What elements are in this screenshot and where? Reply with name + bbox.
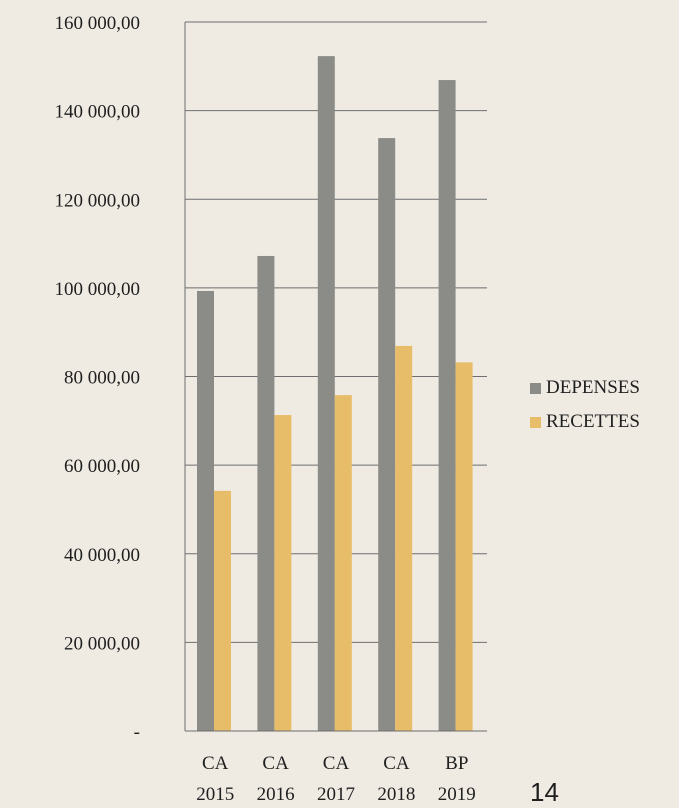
y-tick-label: 140 000,00 (55, 102, 141, 123)
bar-recettes (274, 415, 292, 731)
bar-depenses (257, 255, 275, 731)
bar-recettes (455, 362, 473, 731)
x-tick-label: CA (383, 753, 410, 774)
legend-swatch-recettes (530, 416, 541, 428)
legend-label-depenses: DEPENSES (546, 377, 640, 398)
x-tick-label: CA (262, 753, 289, 774)
y-tick-label: 20 000,00 (64, 633, 140, 654)
legend-item-depenses: DEPENSES (530, 374, 640, 402)
bar-depenses (438, 80, 456, 731)
x-tick-label: CA (323, 753, 350, 774)
legend-swatch-depenses (530, 382, 541, 394)
x-tick-label: 2019 (438, 784, 476, 804)
legend-label-recettes: RECETTES (546, 411, 640, 432)
y-tick-label: 60 000,00 (64, 456, 140, 477)
y-tick-label: 40 000,00 (64, 545, 140, 566)
x-axis: CA 2015 CA 2016 CA 2017 CA 2018 BP 2019 (185, 730, 487, 804)
y-tick-label: 80 000,00 (64, 368, 140, 389)
y-tick-label: 100 000,00 (55, 279, 141, 300)
x-tick-label: 2018 (377, 784, 415, 804)
y-axis: - 20 000,00 40 000,00 60 000,00 80 000,00 100… (55, 13, 186, 743)
x-tick-label: 2015 (196, 784, 234, 804)
bar-recettes (334, 395, 352, 731)
x-tick-label: BP (445, 753, 468, 774)
y-tick-label: 120 000,00 (55, 190, 141, 211)
x-tick-label: 2016 (257, 784, 295, 804)
y-tick-label: - (134, 722, 140, 743)
bar-depenses (197, 290, 214, 731)
legend-item-recettes: RECETTES (530, 408, 640, 436)
page-number: 14 (530, 777, 559, 807)
y-tick-label: 160 000,00 (55, 13, 141, 34)
legend: DEPENSES RECETTES (530, 374, 640, 442)
bar-depenses (317, 56, 335, 732)
x-tick-label: 2017 (317, 784, 355, 804)
bars (197, 56, 473, 732)
x-tick-label: CA (202, 753, 229, 774)
bar-recettes (395, 345, 413, 731)
bar-depenses (378, 138, 396, 731)
bar-recettes (214, 490, 231, 731)
